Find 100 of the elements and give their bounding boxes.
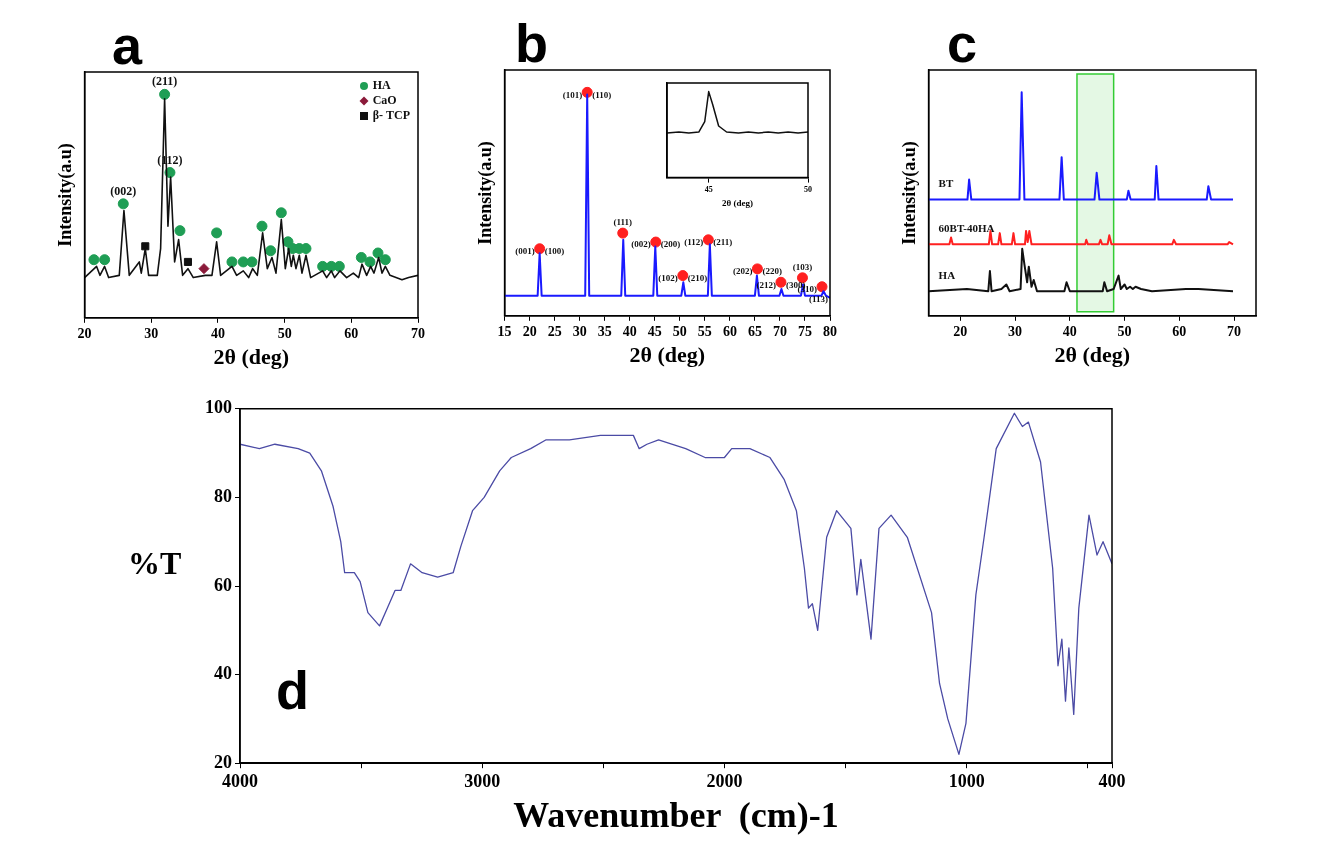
annotation: (103) <box>792 261 813 272</box>
legend-label: β- TCP <box>372 108 410 123</box>
x-tick-label: 2000 <box>706 770 743 791</box>
x-tick-label: 35 <box>597 323 612 339</box>
x-tick-label: 60 <box>1172 323 1187 339</box>
x-tick-label: 60 <box>722 323 737 339</box>
x-tick-label: 4000 <box>222 770 258 791</box>
annotation: (110) <box>592 89 612 100</box>
x-tick-label: 20 <box>522 323 537 339</box>
point <box>183 257 192 266</box>
point <box>581 86 593 98</box>
y-tick-label: 40 <box>214 663 232 684</box>
point <box>246 256 258 268</box>
point <box>159 88 171 100</box>
point <box>275 207 287 219</box>
point <box>379 254 391 266</box>
point <box>99 254 111 266</box>
point <box>677 270 689 282</box>
x-tick-label: 400 <box>1098 770 1126 791</box>
series-label: HA <box>938 268 956 281</box>
y-axis-title: Intensity(a.u) <box>899 141 921 245</box>
point <box>534 243 546 255</box>
annotation: (111) <box>613 216 632 227</box>
x-axis-title: 2θ (deg) <box>629 342 706 368</box>
x-axis-title: 2θ (deg) <box>722 197 753 208</box>
y-axis-title: Intensity(a.u) <box>475 141 497 245</box>
x-tick-label: 70 <box>1227 323 1242 339</box>
annotation: (002) <box>631 239 651 250</box>
annotation: (211) <box>713 237 733 248</box>
text: d <box>276 660 309 720</box>
point <box>256 220 268 232</box>
annotation: (001) <box>515 246 535 257</box>
y-tick-label: 60 <box>214 574 232 595</box>
point <box>265 245 277 257</box>
legend-label: HA <box>372 78 391 93</box>
x-tick-label: 50 <box>1117 323 1132 339</box>
x-tick-label: 55 <box>697 323 712 339</box>
x-tick-label: 15 <box>497 323 512 339</box>
annotation: (200) <box>660 239 681 250</box>
x-axis-title: 2θ (deg) <box>213 344 290 370</box>
point <box>650 236 662 248</box>
x-tick-label: 45 <box>704 185 713 195</box>
annotation: (002) <box>110 183 137 198</box>
point <box>751 263 763 275</box>
x-tick-label: 70 <box>772 323 787 339</box>
point <box>775 276 787 288</box>
point <box>355 251 367 263</box>
x-tick-label: 50 <box>804 185 812 195</box>
x-tick-label: 40 <box>1062 323 1077 339</box>
x-tick-label: 20 <box>77 325 92 341</box>
annotation: (102) <box>658 272 678 283</box>
y-tick-label: 20 <box>214 751 232 772</box>
annotation: (211) <box>151 74 178 89</box>
x-tick-label: 30 <box>144 325 159 341</box>
chart-title: c <box>947 13 978 73</box>
series-label: BT <box>938 176 954 189</box>
x-tick-label: 45 <box>647 323 662 339</box>
annotation: (113) <box>809 294 828 305</box>
chart-title: b <box>515 13 548 73</box>
x-axis-title: Wavenumber (cm)-1 <box>513 794 839 835</box>
x-tick-label: 60 <box>344 325 359 341</box>
y-axis-title: Intensity(a.u) <box>55 143 77 247</box>
annotation: (101) <box>562 89 583 100</box>
point <box>237 256 249 268</box>
x-axis-title: 2θ (deg) <box>1054 342 1131 368</box>
point <box>141 242 150 251</box>
y-axis-title: %T <box>128 545 182 582</box>
x-tick-label: 3000 <box>464 770 501 791</box>
point <box>372 247 384 259</box>
x-tick-label: 75 <box>797 323 812 339</box>
x-tick-label: 25 <box>547 323 562 339</box>
annotation: (220) <box>762 266 782 277</box>
point <box>226 256 238 268</box>
y-tick-label: 80 <box>214 486 232 507</box>
annotation: (100) <box>544 246 565 257</box>
x-tick-label: 50 <box>277 325 292 341</box>
point <box>364 256 376 268</box>
annotation: (202) <box>732 266 753 277</box>
annotation: (112) <box>684 237 704 248</box>
point <box>702 234 714 246</box>
point <box>198 263 210 275</box>
point <box>88 254 100 266</box>
x-tick-label: 30 <box>1008 323 1023 339</box>
x-tick-label: 50 <box>672 323 687 339</box>
x-tick-label: 65 <box>747 323 762 339</box>
point <box>211 227 223 239</box>
x-tick-label: 30 <box>572 323 587 339</box>
x-tick-label: 1000 <box>948 770 985 791</box>
annotation: (210) <box>687 272 708 283</box>
x-tick-label: 40 <box>622 323 637 339</box>
series-label: 60BT-40HA <box>938 221 995 234</box>
x-tick-label: 70 <box>411 325 425 341</box>
x-tick-label: 80 <box>823 323 837 339</box>
point <box>117 198 129 210</box>
chart-title: a <box>112 15 143 75</box>
point <box>174 225 186 237</box>
y-tick-label: 100 <box>205 397 232 418</box>
legend-label: CaO <box>372 93 397 108</box>
x-tick-label: 20 <box>953 323 968 339</box>
point <box>816 281 828 293</box>
